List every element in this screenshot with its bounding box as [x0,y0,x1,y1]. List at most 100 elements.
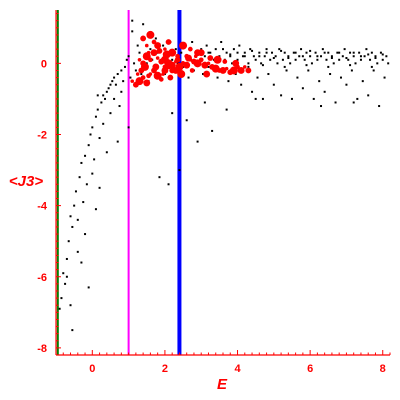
black-data-point [361,80,364,83]
black-data-point [120,90,123,93]
red-data-point [207,55,214,61]
red-data-point [232,59,240,67]
red-data-point [146,30,155,39]
red-data-point [156,48,163,54]
black-data-point [138,51,141,54]
black-data-point [303,58,306,61]
black-data-point [196,140,199,143]
black-data-point [107,87,110,90]
red-data-point [152,63,160,71]
black-data-point [281,58,284,61]
black-data-point [84,154,87,157]
black-data-point [116,140,119,143]
red-data-point [162,50,171,59]
black-data-point [292,51,295,54]
black-data-point [174,48,177,51]
black-data-point [307,69,310,72]
black-data-point [261,97,264,100]
black-data-point [78,176,81,179]
red-data-point [158,77,164,82]
black-data-point [265,48,268,51]
black-data-point [294,58,297,61]
black-data-point [301,55,304,58]
black-data-point [379,51,382,54]
black-data-point [60,297,63,300]
black-data-point [321,48,324,51]
black-data-point [387,62,390,65]
black-data-point [200,48,203,51]
black-data-point [62,272,65,275]
black-data-point [229,55,232,58]
black-data-point [383,76,386,79]
black-data-point [330,57,333,60]
red-data-point [203,70,211,78]
black-data-point [381,53,384,56]
black-data-point [91,172,94,175]
black-data-point [131,30,134,33]
black-data-point [74,190,77,193]
black-data-point [214,48,217,51]
black-data-point [105,151,108,154]
red-data-point [172,66,176,71]
red-data-point [222,59,228,64]
black-data-point [64,282,67,285]
black-data-point [187,76,190,79]
black-data-point [352,101,355,104]
y-tick-label: -6 [37,272,47,284]
black-data-point [254,58,257,61]
black-data-point [341,55,344,58]
black-data-point [91,126,94,129]
black-data-point [374,55,377,58]
black-data-point [58,307,61,310]
black-data-point [76,250,79,253]
black-data-point [251,49,254,52]
black-data-point [294,51,297,54]
black-data-point [287,55,290,58]
black-data-point [222,48,224,51]
black-data-point [236,51,239,54]
black-data-point [136,44,139,47]
red-data-point [140,62,149,71]
black-data-point [229,53,232,56]
x-axis-label: E [217,376,228,393]
black-data-point [133,62,136,65]
red-data-point [130,79,135,83]
black-data-point [356,97,359,100]
black-data-point [76,218,79,221]
black-data-point [350,69,353,72]
black-data-point [154,37,157,40]
black-data-point [347,58,350,61]
red-data-point [198,57,204,63]
black-data-point [276,62,279,65]
black-data-point [96,94,99,97]
black-data-point [298,55,301,58]
black-data-point [209,51,212,54]
y-tick-label: 0 [41,58,47,70]
black-data-point [129,76,132,79]
black-data-point [85,183,88,186]
black-data-point [269,58,272,61]
y-axis-label: <J3> [9,173,43,190]
red-data-point [148,57,153,63]
black-data-point [123,65,126,68]
black-data-point [102,122,105,125]
axes-layer [55,10,391,356]
black-data-point [249,48,252,51]
black-data-point [227,80,230,83]
black-data-point [96,108,99,111]
black-data-point [370,51,373,54]
black-data-point [272,83,275,86]
black-data-point [71,225,74,228]
black-data-point [312,97,315,100]
red-data-point [194,49,202,57]
black-data-point [260,62,263,65]
black-data-point [131,19,134,22]
black-data-point [104,97,107,100]
black-data-point [203,101,206,104]
black-data-point [261,64,264,67]
x-tick-label: 8 [380,363,386,375]
black-data-point [171,58,174,61]
black-data-point [94,208,97,211]
red-data-point [154,42,162,50]
black-data-point [309,55,312,58]
